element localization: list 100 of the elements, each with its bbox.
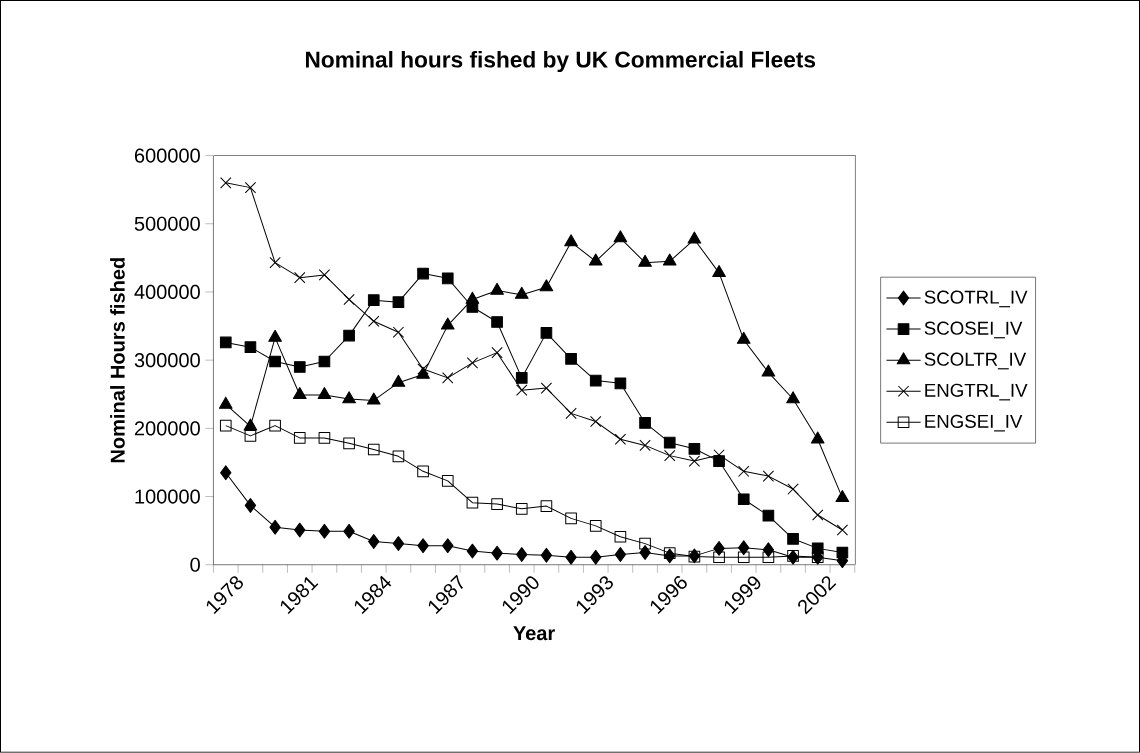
point bbox=[417, 538, 429, 554]
point bbox=[440, 317, 455, 330]
point bbox=[392, 326, 405, 338]
point bbox=[738, 465, 750, 478]
point bbox=[343, 293, 355, 306]
point bbox=[565, 512, 577, 525]
legend-label: ENGSEI_IV bbox=[925, 414, 1023, 432]
point bbox=[268, 329, 282, 342]
point bbox=[737, 551, 750, 564]
point bbox=[442, 372, 454, 384]
point bbox=[318, 355, 331, 368]
point bbox=[687, 231, 702, 244]
point bbox=[441, 475, 454, 487]
point bbox=[639, 439, 651, 452]
point bbox=[417, 267, 429, 280]
point bbox=[490, 282, 504, 295]
point bbox=[786, 391, 800, 404]
point bbox=[712, 265, 726, 278]
point bbox=[564, 234, 578, 247]
point bbox=[589, 374, 602, 387]
point bbox=[244, 498, 257, 513]
point bbox=[343, 329, 355, 342]
y-tick-label: 400000 bbox=[134, 284, 200, 300]
point bbox=[662, 253, 677, 266]
point bbox=[417, 363, 429, 375]
y-tick-label: 0 bbox=[190, 557, 200, 572]
point bbox=[713, 449, 725, 461]
point bbox=[787, 533, 799, 545]
point bbox=[688, 443, 701, 455]
point bbox=[762, 551, 775, 564]
x-axis-title: Year bbox=[513, 626, 555, 641]
point bbox=[491, 498, 503, 510]
point bbox=[269, 419, 281, 432]
point bbox=[614, 531, 627, 543]
legend-label: ENGTRL_IV bbox=[925, 383, 1028, 401]
point bbox=[244, 182, 257, 194]
point bbox=[343, 437, 355, 450]
y-axis-title: Nominal Hours fished bbox=[110, 258, 125, 463]
point bbox=[219, 336, 232, 349]
point bbox=[318, 523, 331, 539]
point bbox=[737, 493, 750, 506]
point bbox=[713, 455, 725, 467]
point bbox=[366, 392, 381, 405]
point bbox=[218, 396, 233, 409]
point bbox=[514, 286, 529, 299]
point bbox=[368, 315, 380, 328]
point bbox=[367, 443, 380, 456]
point bbox=[565, 353, 577, 365]
point bbox=[836, 546, 849, 559]
point bbox=[269, 257, 281, 269]
point bbox=[416, 366, 430, 379]
point bbox=[392, 296, 405, 309]
point bbox=[638, 254, 652, 267]
point bbox=[318, 432, 331, 444]
point bbox=[613, 230, 628, 243]
point bbox=[614, 547, 627, 563]
point bbox=[417, 465, 429, 478]
point bbox=[663, 436, 676, 449]
point bbox=[540, 327, 553, 339]
point bbox=[491, 347, 503, 359]
point bbox=[244, 341, 257, 354]
point bbox=[664, 450, 676, 462]
point bbox=[392, 450, 405, 463]
point bbox=[639, 537, 651, 550]
point bbox=[292, 387, 307, 400]
point bbox=[392, 536, 405, 552]
point bbox=[466, 357, 479, 369]
point bbox=[590, 549, 602, 565]
point bbox=[293, 432, 306, 444]
legend-label: SCOTRL_IV bbox=[924, 290, 1028, 308]
point bbox=[318, 269, 331, 281]
point bbox=[219, 419, 232, 432]
y-tick-label: 300000 bbox=[134, 353, 200, 368]
point bbox=[466, 543, 479, 559]
point bbox=[294, 522, 306, 538]
point bbox=[614, 433, 627, 446]
point bbox=[614, 377, 627, 390]
point bbox=[442, 538, 454, 554]
point bbox=[540, 547, 553, 563]
point bbox=[515, 503, 528, 515]
point bbox=[441, 272, 454, 285]
point bbox=[515, 372, 528, 384]
point bbox=[762, 509, 775, 522]
point bbox=[688, 455, 701, 467]
y-tick-label: 100000 bbox=[135, 489, 200, 504]
point bbox=[540, 382, 553, 394]
y-tick-label: 200000 bbox=[134, 421, 200, 436]
point bbox=[713, 551, 725, 564]
point bbox=[836, 524, 849, 536]
y-tick-label: 600000 bbox=[134, 148, 200, 163]
point bbox=[810, 431, 825, 444]
point bbox=[269, 355, 281, 368]
point bbox=[565, 407, 577, 420]
point bbox=[220, 177, 232, 189]
point bbox=[590, 415, 602, 428]
point bbox=[220, 465, 232, 481]
point bbox=[565, 549, 577, 565]
point bbox=[539, 279, 554, 292]
point bbox=[491, 545, 503, 561]
legend-label: SCOLTR_IV bbox=[924, 352, 1027, 370]
